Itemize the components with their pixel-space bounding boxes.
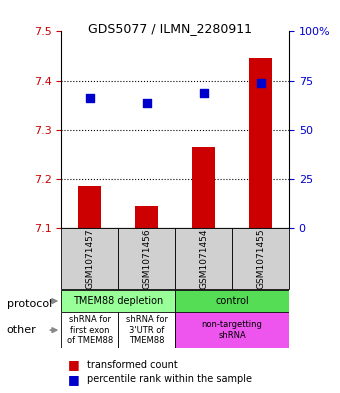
Text: GDS5077 / ILMN_2280911: GDS5077 / ILMN_2280911 (88, 22, 252, 35)
Text: control: control (215, 296, 249, 306)
Text: other: other (7, 325, 36, 335)
Point (201, 90, 206, 96)
Bar (118, 312, 175, 348)
Text: shRNA for
first exon
of TMEM88: shRNA for first exon of TMEM88 (67, 315, 113, 345)
Text: ■: ■ (68, 358, 80, 371)
Bar (175, 228, 232, 289)
Bar (249, 59, 272, 228)
Text: shRNA for
3'UTR of
TMEM88: shRNA for 3'UTR of TMEM88 (125, 315, 168, 345)
Text: GSM1071456: GSM1071456 (142, 228, 151, 289)
Text: ■: ■ (68, 373, 80, 386)
Text: percentile rank within the sample: percentile rank within the sample (87, 374, 252, 384)
Bar (175, 312, 289, 348)
Bar (61, 290, 175, 312)
Bar (135, 206, 158, 228)
Point (87, 95, 92, 101)
Bar (192, 147, 215, 228)
Text: transformed count: transformed count (87, 360, 177, 370)
Text: TMEM88 depletion: TMEM88 depletion (73, 296, 163, 306)
Bar (118, 228, 175, 289)
Bar (78, 186, 101, 228)
Text: GSM1071455: GSM1071455 (256, 228, 265, 289)
Bar (232, 228, 289, 289)
Text: GSM1071454: GSM1071454 (199, 228, 208, 288)
Bar (61, 312, 118, 348)
Text: non-targetting
shRNA: non-targetting shRNA (202, 320, 262, 340)
Bar (61, 228, 118, 289)
Bar (175, 290, 289, 312)
Point (258, 80, 263, 86)
Text: GSM1071457: GSM1071457 (85, 228, 94, 289)
Text: protocol: protocol (7, 299, 52, 309)
Point (144, 99, 149, 106)
